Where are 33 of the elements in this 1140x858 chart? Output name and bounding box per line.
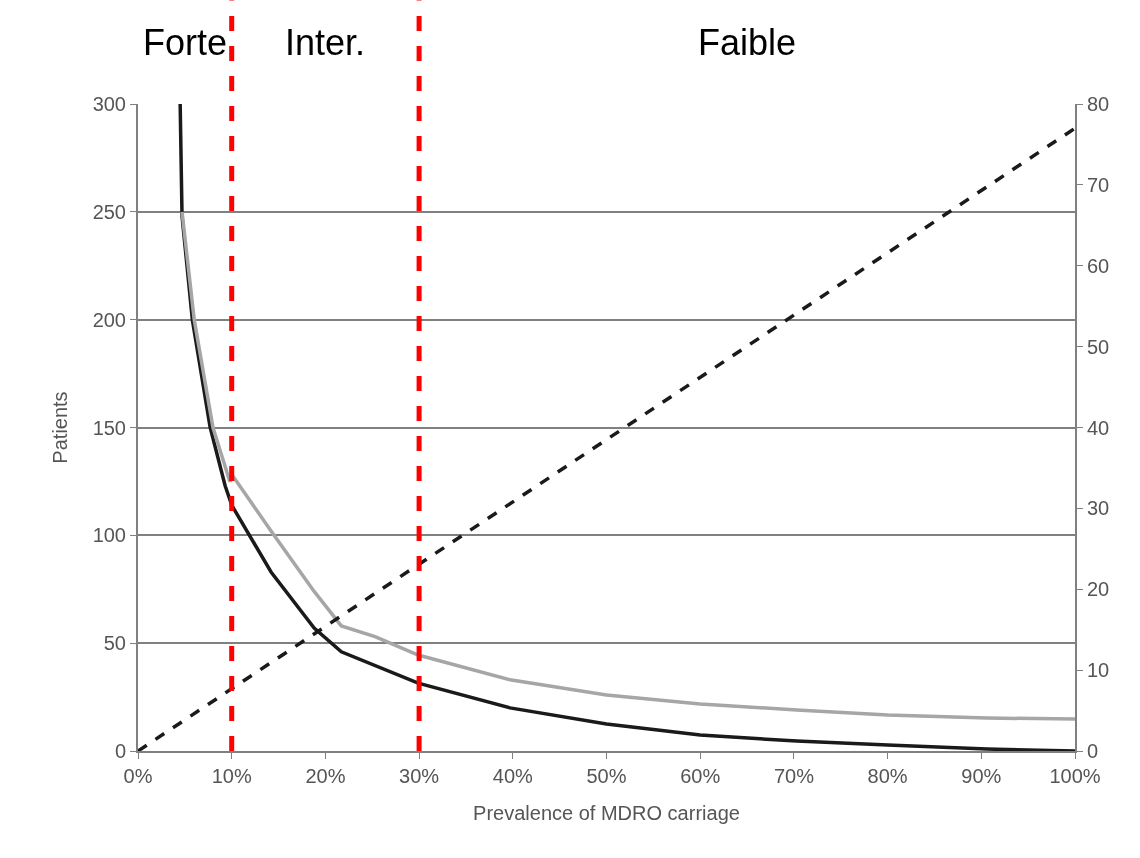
y2-tick-label: 70 xyxy=(1087,173,1110,196)
y2-tick-label: 40 xyxy=(1087,416,1110,439)
y2-tick-label: 50 xyxy=(1087,335,1110,358)
x-tick-label: 0% xyxy=(123,765,153,787)
x-tick-label: 80% xyxy=(867,765,908,787)
x-tick-label: 10% xyxy=(211,765,252,787)
y-tick-label: 0 xyxy=(114,740,126,762)
y-tick-label: 200 xyxy=(92,308,126,331)
x-tick-label: 90% xyxy=(961,765,1002,787)
y2-tick-label: 10 xyxy=(1087,659,1110,682)
y2-tick-label: 80 xyxy=(1087,93,1110,115)
y-tick-label: 150 xyxy=(92,416,126,439)
y2-tick-label: 30 xyxy=(1087,497,1110,520)
y-tick-label: 100 xyxy=(92,524,126,547)
y2-tick-label: 0 xyxy=(1087,740,1099,762)
y-axis-title: Patients xyxy=(48,391,71,464)
x-axis-title: Prevalence of MDRO carriage xyxy=(473,802,740,824)
text: Faible xyxy=(698,22,797,63)
x-tick-label: 20% xyxy=(305,765,346,787)
x-tick-label: 60% xyxy=(680,765,721,787)
y-tick-label: 50 xyxy=(103,632,126,655)
text: Inter. xyxy=(285,22,366,63)
x-tick-label: 40% xyxy=(492,765,534,787)
text: Forte xyxy=(143,22,228,63)
y-tick-label: 250 xyxy=(92,200,126,223)
y-tick-label: 300 xyxy=(92,93,126,115)
y2-tick-label: 20 xyxy=(1087,578,1110,601)
line-series xyxy=(180,210,1075,721)
y2-tick-label: 60 xyxy=(1087,254,1110,277)
x-tick-label: 30% xyxy=(399,765,440,787)
x-tick-label: 70% xyxy=(773,765,815,787)
x-tick-label: 100% xyxy=(1049,765,1101,787)
x-tick-label: 50% xyxy=(586,765,627,787)
